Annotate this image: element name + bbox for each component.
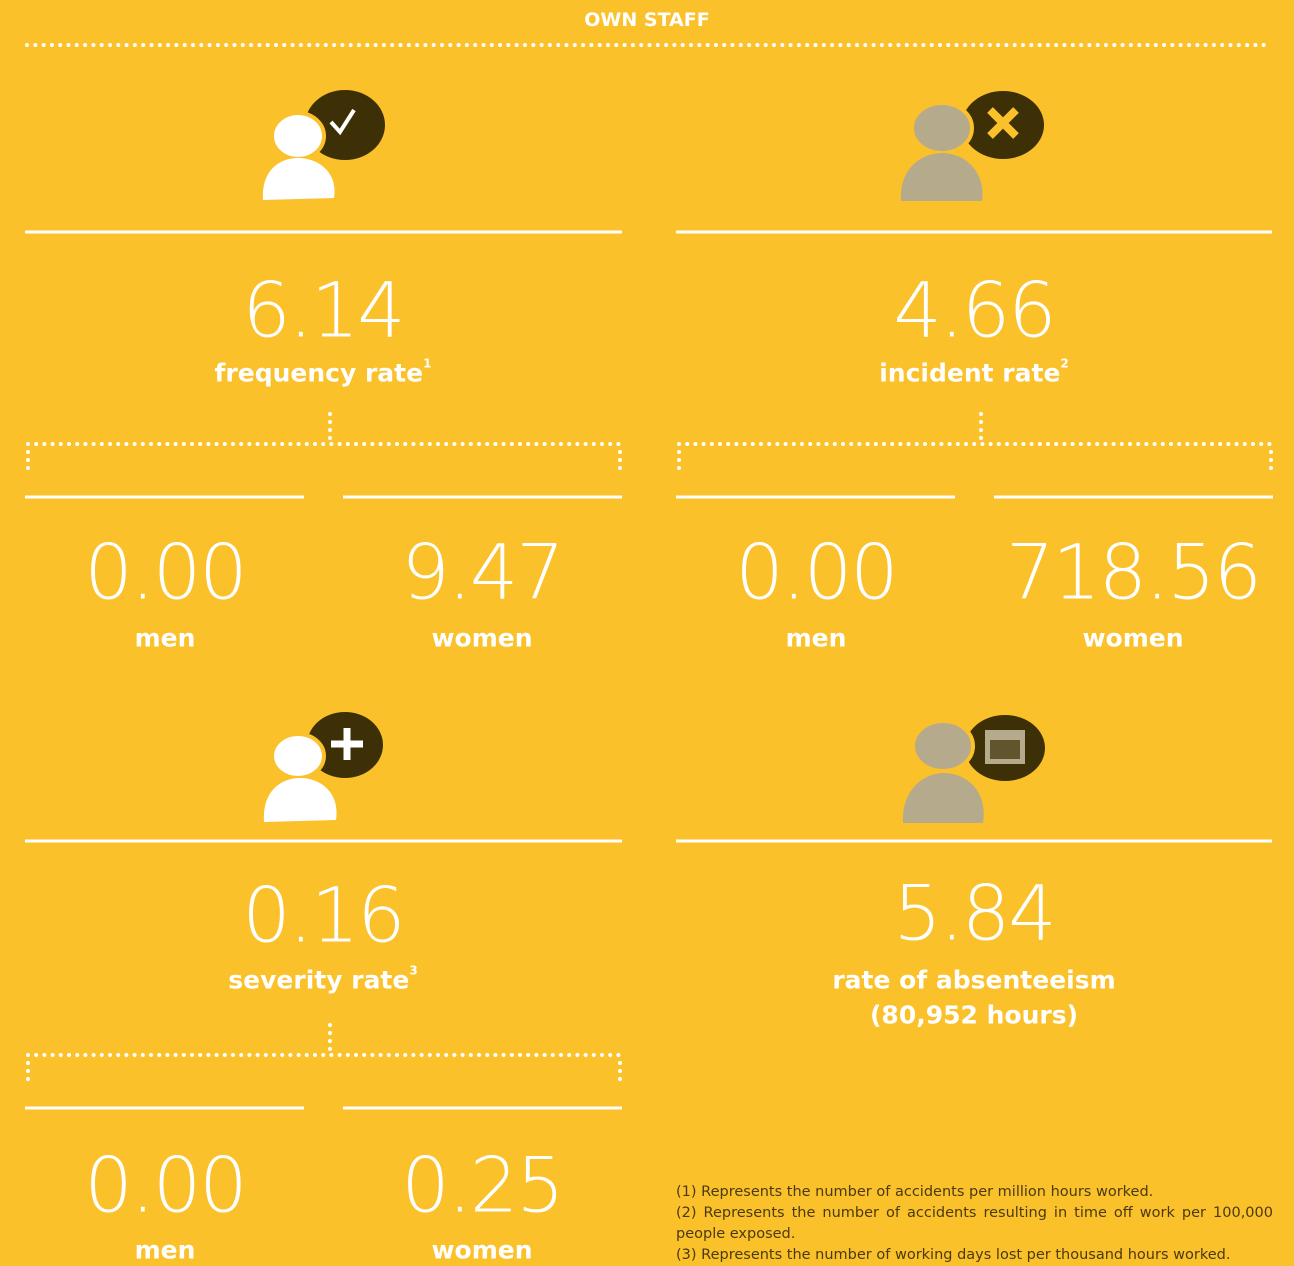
women-value: 9.47 [401,527,564,617]
split-bracket [23,412,624,499]
icon-plus [263,712,383,822]
label-text: incident rate [879,358,1061,388]
men-label: men [134,623,196,653]
metric-value: 4.66 [893,265,1056,355]
note-ref: 1 [423,356,432,371]
metric-label: frequency rate1 [214,356,432,388]
footnote: (3) Represents the number of working day… [676,1247,1231,1263]
split-bracket [23,1023,624,1110]
metric-label: incident rate2 [879,356,1069,388]
men-value: 0.00 [84,527,247,617]
women-value: 0.25 [401,1140,564,1230]
men-label: men [785,623,847,653]
note-ref: 3 [409,963,418,978]
split-bracket [674,412,1275,499]
metric-value: 0.16 [242,870,405,960]
footnote: (1) Represents the number of accidents p… [676,1184,1154,1200]
label-text: frequency rate [214,358,424,388]
icon-calendar [902,715,1045,823]
metric-value: 6.14 [242,265,405,355]
men-value: 0.00 [84,1140,247,1230]
footnotes: (1) Represents the number of accidents p… [676,1182,1273,1266]
men-label: men [134,1235,196,1265]
icon-check [262,90,385,200]
metric-value: 5.84 [893,868,1056,958]
note-ref: 2 [1060,356,1069,371]
men-value: 0.00 [735,527,898,617]
metric-label: rate of absenteeism [832,965,1116,995]
women-label: women [431,623,533,653]
footnote: (2) Represents the number of accidents r… [676,1205,1273,1242]
metric-sublabel: (80,952 hours) [869,1000,1079,1030]
page-title: OWN STAFF [584,9,710,31]
icon-cross [900,91,1044,201]
women-label: women [1082,623,1184,653]
metric-label: severity rate3 [228,963,418,995]
women-label: women [431,1235,533,1265]
label-text: severity rate [228,965,410,995]
women-value: 718.56 [1006,527,1262,617]
